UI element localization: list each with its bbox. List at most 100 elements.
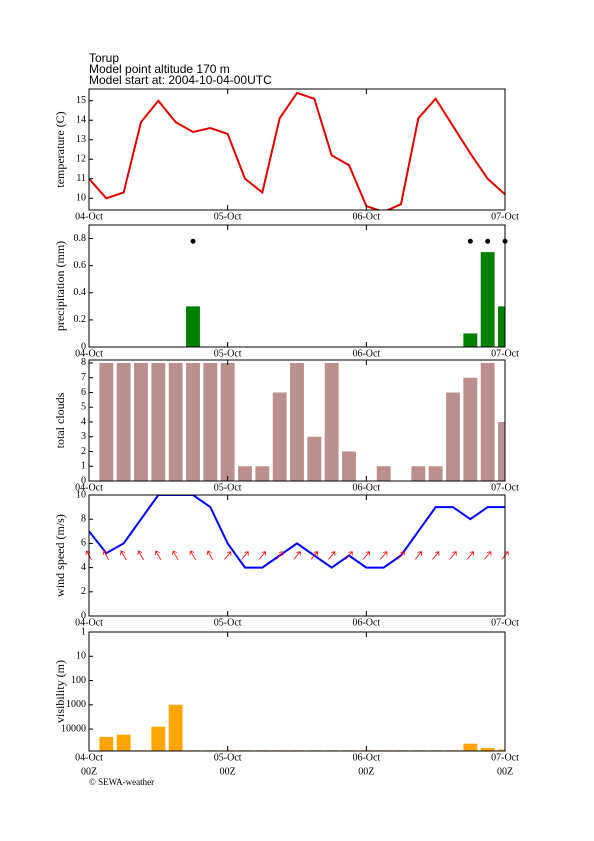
wind-arrow [137,550,144,561]
wind-arrow [276,551,284,560]
x-tick-label: 06-Oct [352,752,380,763]
data-line [89,495,505,569]
plot-frame [88,359,506,482]
y-tick-label: 0.8 [74,233,87,244]
plot-frame [88,224,506,348]
wind-arrow [102,550,110,561]
wind-arrow [189,550,196,561]
y-tick-label: 10 [76,651,86,662]
model-start: Model start at: 2004-10-04-00UTC [89,73,272,87]
data-line [89,91,505,210]
bar [480,362,495,481]
y-tick-label: 10000 [61,723,86,734]
x-tick-label: 07-Oct [491,752,519,763]
wind-arrow [484,551,492,560]
altitude: Model point altitude 170 m [89,62,230,76]
x-tick-label: 05-Oct [214,482,242,493]
bar [480,747,495,751]
y-tick-label: 8 [81,513,86,524]
plot-area [89,495,505,569]
bar [168,362,183,481]
y-tick-label: 1 [81,461,86,472]
bar [151,726,166,751]
wind-arrow [380,551,388,560]
wind-arrow [206,550,214,561]
y-tick-label: 5 [81,402,86,413]
station-name: Torup [89,51,119,65]
wind-arrow [172,550,179,561]
y-tick-label: 11 [76,173,86,184]
wind-arrow [258,551,266,560]
x-sublabel: 00Z [220,766,236,777]
y-axis-label: temperature (C) [53,111,67,187]
wind-arrow [120,550,127,561]
x-tick-label: 04-Oct [75,348,103,359]
x-sublabel: 00Z [358,766,374,777]
wind-arrow [397,551,405,560]
y-tick-label: 0 [81,475,86,486]
wind-arrow [154,550,162,561]
x-sublabel: 00Z [497,766,513,777]
bar [220,362,235,481]
y-tick-label: 6 [81,387,86,398]
x-tick-label: 04-Oct [75,617,103,628]
bar [428,466,443,481]
y-tick-label: 0 [81,610,86,621]
wind-arrow [328,551,336,560]
y-axis-label: wind speed (m/s) [53,514,67,597]
x-tick-label: 05-Oct [214,617,242,628]
bar [324,362,339,481]
y-tick-label: 1 [81,626,86,637]
bar [463,333,478,347]
plot-frame [88,88,506,211]
x-tick-label: 05-Oct [214,752,242,763]
bar [168,704,183,751]
wind-arrow [310,551,318,560]
bar [203,362,218,481]
x-tick-label: 07-Oct [491,482,519,493]
y-tick-label: 2 [81,446,86,457]
x-tick-label: 07-Oct [491,617,519,628]
plot-area [99,362,505,481]
bar [463,377,478,481]
bar [290,362,304,481]
y-tick-label: 10 [76,489,86,500]
x-tick-label: 04-Oct [75,211,103,222]
x-tick-label: 06-Oct [352,482,380,493]
bar [498,749,505,751]
bar [134,362,148,481]
wind-arrow [293,551,301,560]
x-tick-label: 05-Oct [214,211,242,222]
y-tick-label: 12 [76,154,86,165]
x-tick-label: 06-Oct [352,617,380,628]
bar [116,362,131,481]
bar [463,743,478,751]
wind-arrow [362,551,370,560]
y-tick-label: 2 [81,586,86,597]
x-tick-label: 05-Oct [214,348,242,359]
y-axis-label: precipitation (mm) [53,241,67,331]
y-tick-label: 10 [76,193,86,204]
wind-arrow [432,551,440,560]
y-tick-label: 4 [81,416,86,427]
bar [498,306,505,347]
wind-arrow [414,551,422,560]
y-tick-label: 3 [81,431,86,442]
copyright: © SEWA-weather [89,777,154,787]
plot-area [89,91,505,210]
y-tick-label: 8 [81,357,86,368]
y-tick-label: 7 [81,372,86,383]
bar [186,362,200,481]
y-tick-label: 1000 [66,699,86,710]
marker-dot [485,238,491,244]
y-tick-label: 100 [71,675,86,686]
marker-dot [467,238,473,244]
bar [342,451,356,481]
wind-arrow [345,551,353,560]
y-tick-label: 15 [76,95,86,106]
bar [411,466,426,481]
y-tick-label: 0.2 [74,314,87,325]
bar [255,466,270,481]
wind-arrow [241,551,249,560]
y-tick-label: 0 [81,341,86,352]
